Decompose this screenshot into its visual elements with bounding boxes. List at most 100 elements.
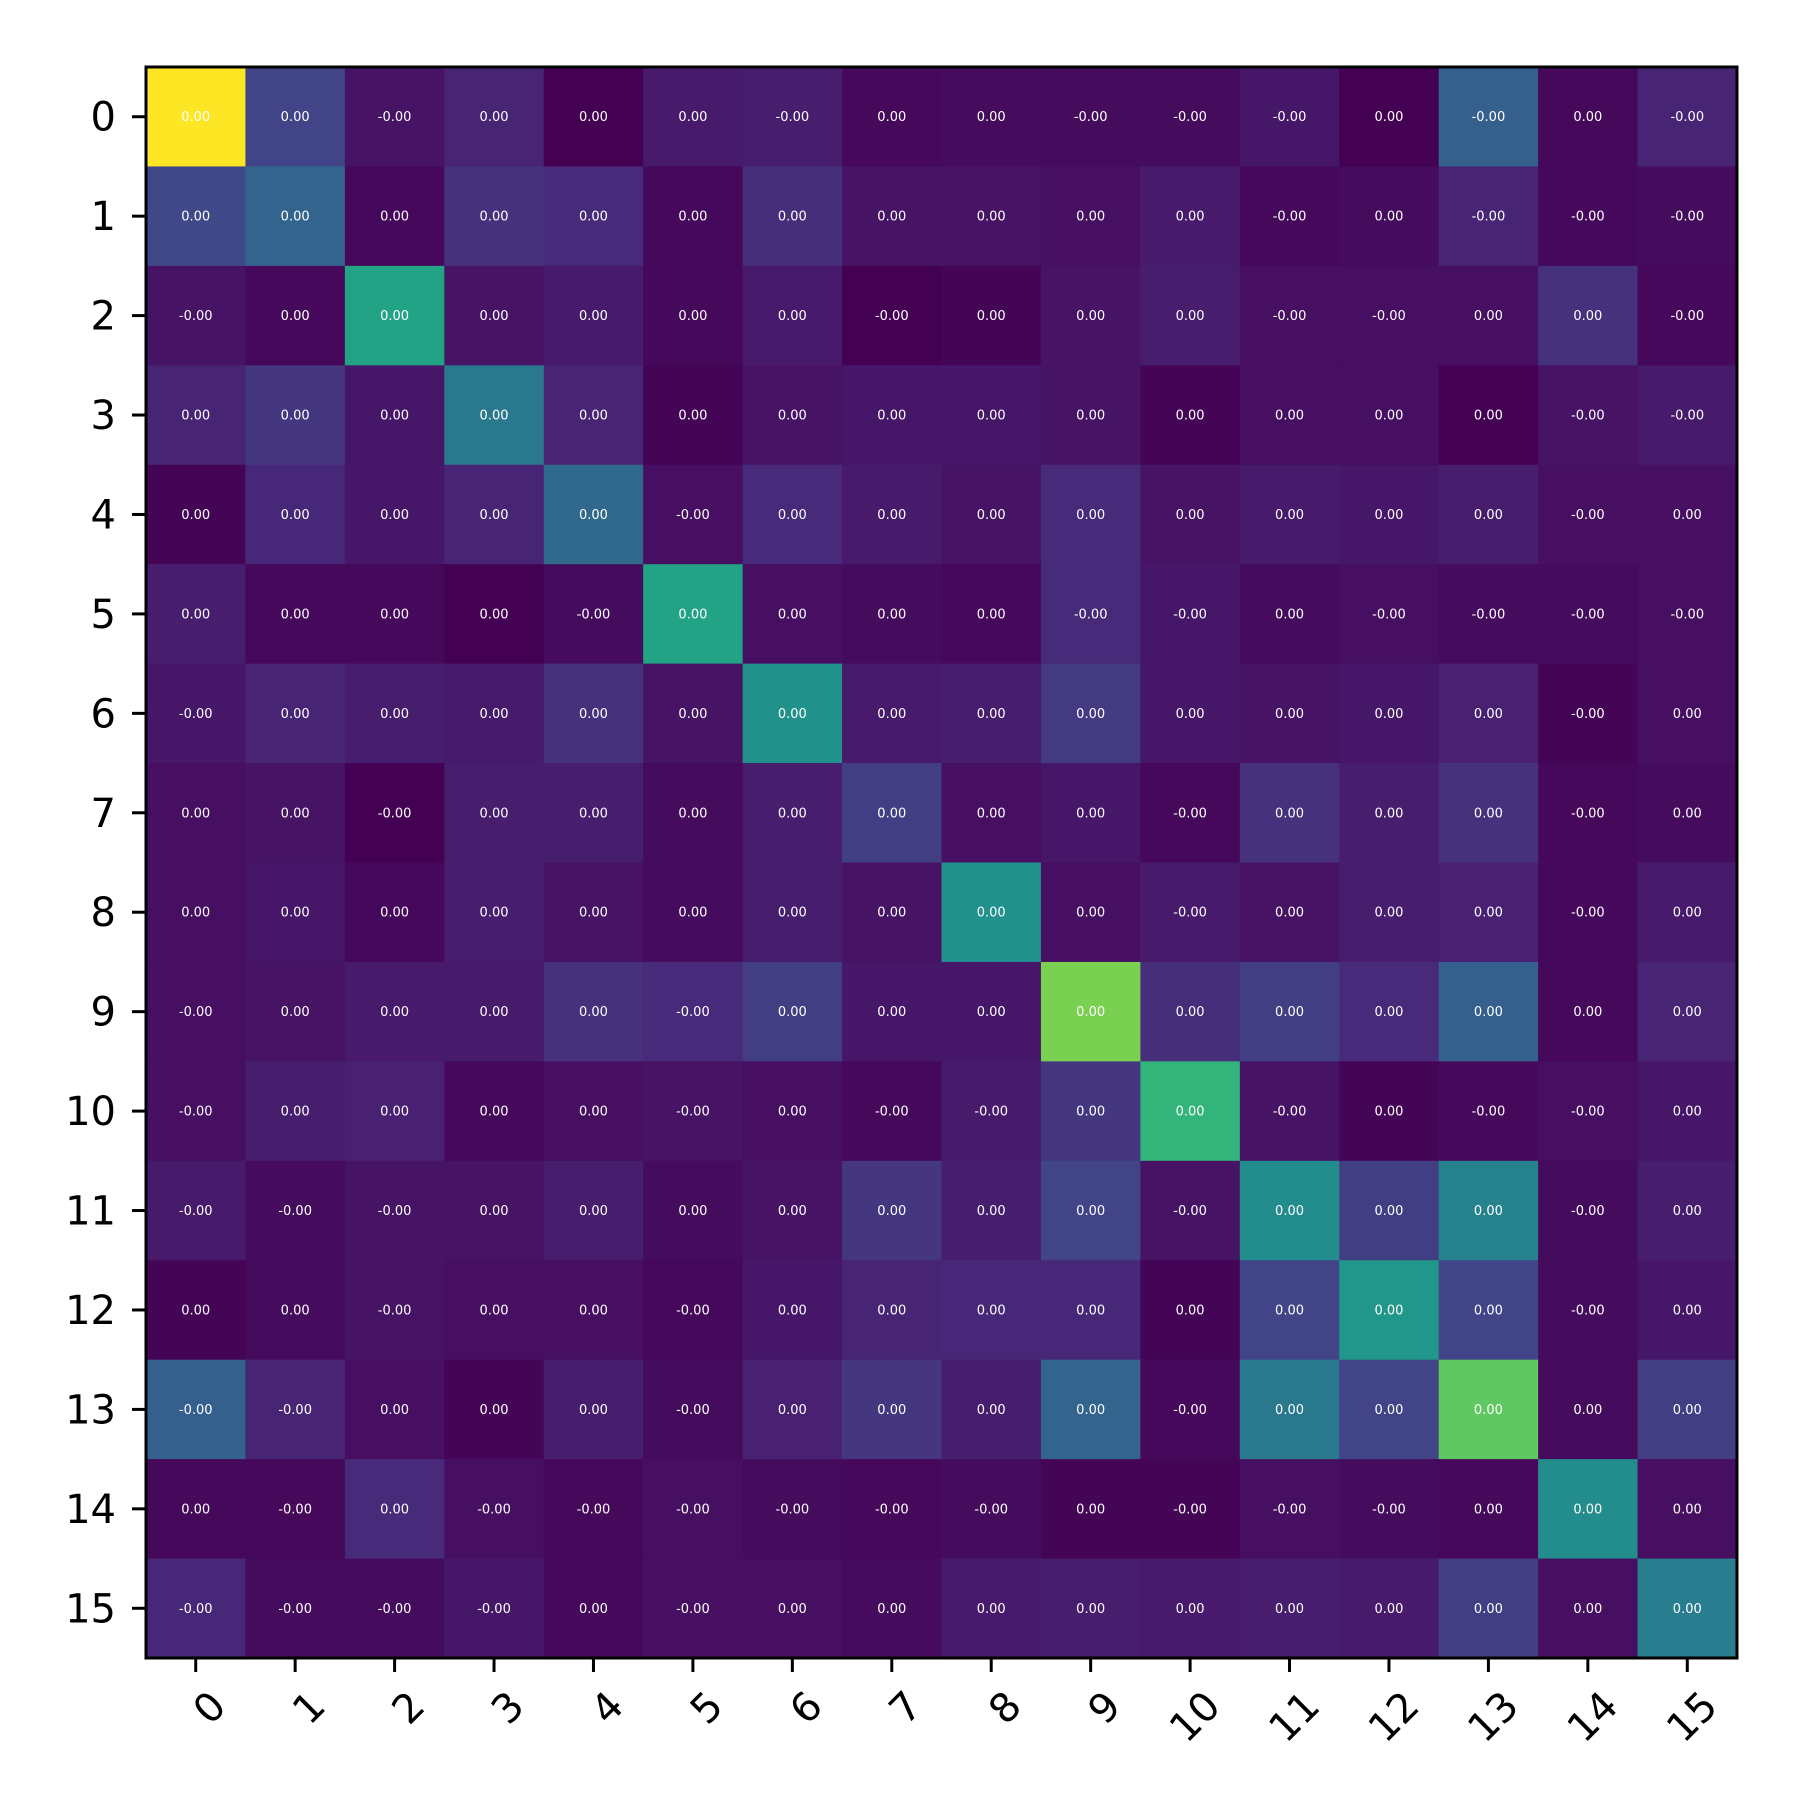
heatmap-cell-r5-c4 <box>543 564 644 665</box>
heatmap-cell-r14-c6 <box>742 1459 843 1560</box>
cell-label-r9-c10: 0.00 <box>1176 1005 1205 1020</box>
heatmap-cell-r8-c9 <box>1040 862 1141 963</box>
heatmap-cell-r9-c8 <box>941 961 1042 1062</box>
cell-label-r8-c9: 0.00 <box>1076 906 1105 921</box>
heatmap-cell-r13-c5 <box>643 1359 744 1460</box>
cell-label-r9-c6: 0.00 <box>778 1005 807 1020</box>
heatmap-cell-r14-c2 <box>344 1459 445 1560</box>
heatmap-cell-r5-c10 <box>1140 564 1241 665</box>
cell-label-r11-c3: 0.00 <box>480 1204 509 1219</box>
cell-label-r6-c5: 0.00 <box>678 707 707 722</box>
y-tick-label-14: 14 <box>65 1487 116 1533</box>
heatmap-cell-r3-c2 <box>344 365 445 466</box>
cell-label-r11-c13: 0.00 <box>1474 1204 1503 1219</box>
cell-label-r13-c8: 0.00 <box>977 1403 1006 1418</box>
y-tick-label-9: 9 <box>91 990 116 1036</box>
cell-label-r5-c12: -0.00 <box>1372 607 1406 622</box>
heatmap-cell-r7-c10 <box>1140 763 1241 864</box>
cell-label-r11-c11: 0.00 <box>1275 1204 1304 1219</box>
cell-label-r1-c9: 0.00 <box>1076 210 1105 225</box>
heatmap-cell-r10-c11 <box>1239 1061 1340 1162</box>
x-tick-label-5: 5 <box>682 1683 733 1734</box>
cell-label-r8-c12: 0.00 <box>1374 906 1403 921</box>
heatmap-cell-r9-c6 <box>742 961 843 1062</box>
x-tick-label-4: 4 <box>582 1683 633 1734</box>
x-tick-label-10: 10 <box>1161 1683 1230 1752</box>
cell-label-r12-c15: 0.00 <box>1673 1303 1702 1318</box>
cell-label-r7-c10: -0.00 <box>1173 806 1207 821</box>
heatmap-cell-r1-c10 <box>1140 166 1241 267</box>
heatmap-cell-r12-c5 <box>643 1260 744 1361</box>
cell-label-r13-c12: 0.00 <box>1374 1403 1403 1418</box>
cell-label-r15-c6: 0.00 <box>778 1602 807 1617</box>
heatmap-cell-r9-c14 <box>1538 961 1639 1062</box>
heatmap-cell-r11-c3 <box>444 1160 545 1261</box>
cell-label-r9-c2: 0.00 <box>380 1005 409 1020</box>
y-tick-label-1: 1 <box>91 194 116 240</box>
heatmap-cell-r3-c5 <box>643 365 744 466</box>
cell-label-r10-c10: 0.00 <box>1176 1105 1205 1120</box>
heatmap-cell-r10-c3 <box>444 1061 545 1162</box>
y-tick-label-5: 5 <box>91 592 116 638</box>
cell-label-r4-c4: 0.00 <box>579 508 608 523</box>
cell-label-r14-c6: -0.00 <box>776 1502 810 1517</box>
heatmap-cell-r8-c10 <box>1140 862 1241 963</box>
cell-label-r3-c5: 0.00 <box>678 409 707 424</box>
cell-label-r7-c2: -0.00 <box>378 806 412 821</box>
cell-label-r10-c7: -0.00 <box>875 1105 909 1120</box>
y-tick-label-10: 10 <box>65 1089 116 1135</box>
heatmap-cell-r5-c1 <box>245 564 346 665</box>
heatmap-cell-r3-c7 <box>842 365 943 466</box>
cell-label-r5-c11: 0.00 <box>1275 607 1304 622</box>
heatmap-cell-r2-c1 <box>245 265 346 366</box>
heatmap-cell-r15-c11 <box>1239 1558 1340 1659</box>
cell-label-r12-c10: 0.00 <box>1176 1303 1205 1318</box>
heatmap-cell-r2-c2 <box>344 265 445 366</box>
heatmap-cell-r10-c2 <box>344 1061 445 1162</box>
heatmap-cell-r0-c9 <box>1040 67 1141 168</box>
heatmap-cell-r11-c11 <box>1239 1160 1340 1261</box>
cell-label-r14-c2: 0.00 <box>380 1502 409 1517</box>
heatmap-cell-r11-c12 <box>1339 1160 1440 1261</box>
cell-label-r2-c2: 0.00 <box>380 309 409 324</box>
heatmap-cell-r12-c2 <box>344 1260 445 1361</box>
heatmap-cell-r12-c13 <box>1438 1260 1539 1361</box>
cell-label-r8-c2: 0.00 <box>380 906 409 921</box>
cell-label-r11-c8: 0.00 <box>977 1204 1006 1219</box>
heatmap-cell-r15-c4 <box>543 1558 644 1659</box>
cell-label-r14-c1: -0.00 <box>278 1502 312 1517</box>
cell-label-r4-c6: 0.00 <box>778 508 807 523</box>
heatmap-cell-r13-c2 <box>344 1359 445 1460</box>
heatmap-cell-r9-c10 <box>1140 961 1241 1062</box>
cell-label-r8-c5: 0.00 <box>678 906 707 921</box>
heatmap-cell-r1-c8 <box>941 166 1042 267</box>
x-tick-label-7: 7 <box>881 1683 932 1734</box>
heatmap-cell-r10-c9 <box>1040 1061 1141 1162</box>
cell-label-r7-c3: 0.00 <box>480 806 509 821</box>
cell-label-r14-c4: -0.00 <box>577 1502 611 1517</box>
heatmap-cell-r0-c12 <box>1339 67 1440 168</box>
heatmap-cell-r6-c1 <box>245 663 346 764</box>
heatmap-cell-r11-c10 <box>1140 1160 1241 1261</box>
x-tick-label-15: 15 <box>1658 1683 1727 1752</box>
heatmap-cell-r15-c13 <box>1438 1558 1539 1659</box>
heatmap-cell-r1-c11 <box>1239 166 1340 267</box>
cell-label-r3-c15: -0.00 <box>1670 409 1704 424</box>
heatmap-cell-r8-c14 <box>1538 862 1639 963</box>
heatmap-cell-r15-c14 <box>1538 1558 1639 1659</box>
heatmap-cell-r7-c2 <box>344 763 445 864</box>
cell-label-r12-c14: -0.00 <box>1571 1303 1605 1318</box>
cell-label-r9-c14: 0.00 <box>1573 1005 1602 1020</box>
cell-label-r8-c11: 0.00 <box>1275 906 1304 921</box>
heatmap-cell-r10-c10 <box>1140 1061 1241 1162</box>
heatmap-cell-r11-c2 <box>344 1160 445 1261</box>
cell-label-r3-c1: 0.00 <box>281 409 310 424</box>
cell-label-r4-c14: -0.00 <box>1571 508 1605 523</box>
cell-label-r13-c3: 0.00 <box>480 1403 509 1418</box>
heatmap-cell-r10-c6 <box>742 1061 843 1162</box>
cell-label-r1-c3: 0.00 <box>480 210 509 225</box>
heatmap-cell-r13-c8 <box>941 1359 1042 1460</box>
heatmap-cell-r13-c9 <box>1040 1359 1141 1460</box>
